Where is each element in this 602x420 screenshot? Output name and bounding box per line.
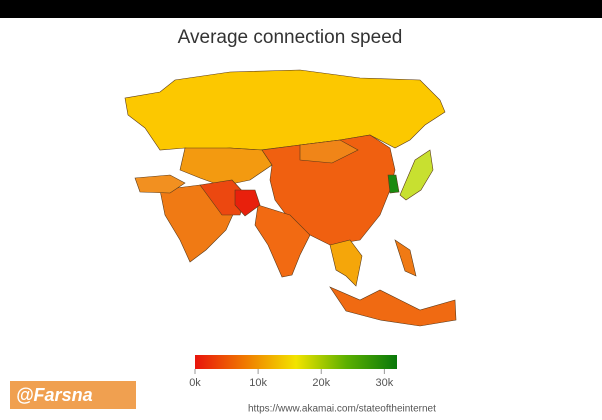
region — [234, 189, 261, 217]
tick-label: 10k — [249, 377, 267, 389]
region — [299, 139, 359, 164]
tick-label: 0k — [189, 377, 201, 389]
tick-label: 20k — [312, 377, 330, 389]
chart-title: Average connection speed — [178, 27, 403, 48]
region — [387, 174, 400, 194]
tick-label: 30k — [376, 377, 394, 389]
source: https://www.akamai.com/stateoftheinterne… — [248, 404, 436, 415]
colorbar: 0k 10k 20k 30k — [189, 355, 397, 389]
top-bar — [0, 0, 602, 18]
watermark-box — [10, 381, 136, 409]
region — [179, 147, 273, 187]
region — [394, 239, 417, 277]
map — [124, 69, 457, 327]
region — [254, 204, 311, 278]
region — [329, 286, 457, 327]
colorbar-gradient — [195, 355, 397, 369]
region — [134, 174, 186, 194]
region — [399, 149, 434, 201]
watermark: @Farsna — [16, 385, 93, 405]
region — [329, 239, 363, 287]
region — [124, 69, 446, 151]
region — [261, 134, 396, 246]
